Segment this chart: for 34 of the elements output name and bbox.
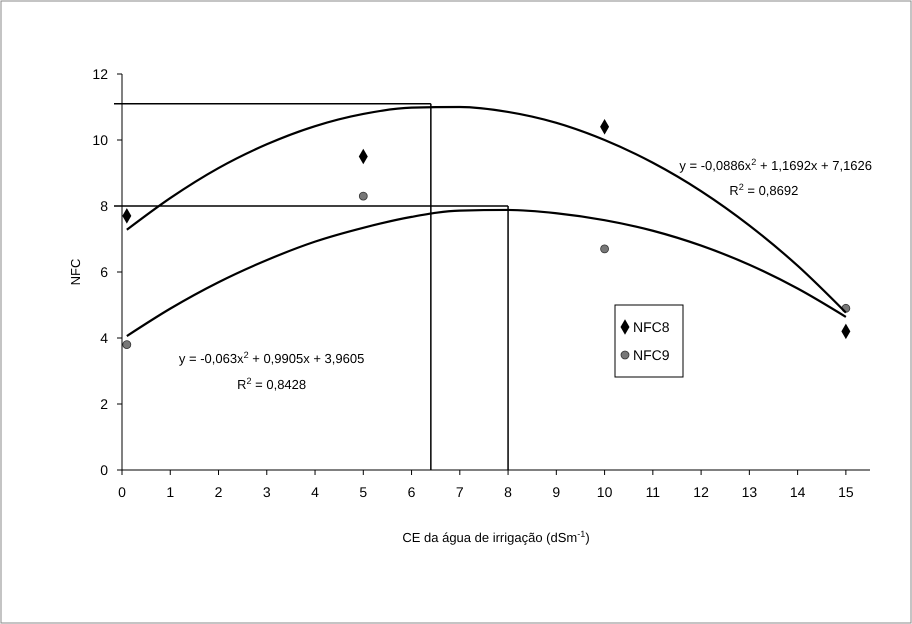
y-tick-label: 10 <box>92 132 108 148</box>
y-tick-label: 12 <box>92 66 108 82</box>
x-tick-label: 15 <box>838 484 854 500</box>
x-tick-label: 5 <box>359 484 368 500</box>
point <box>600 244 609 254</box>
annotation: y = -0,0886x$^{2}$ + 1,1692x + 7,1626 <box>679 157 872 173</box>
legend-label: NFC9 <box>633 347 670 363</box>
y-tick-label: 6 <box>100 264 108 280</box>
x-tick-label: 7 <box>456 484 464 500</box>
x-tick-label: 3 <box>262 484 271 500</box>
legend-label: NFC8 <box>633 319 670 335</box>
point <box>122 340 132 349</box>
y-axis-title: NFC <box>68 258 83 286</box>
annotation: R$^{2}$ = 0,8428 <box>237 376 306 392</box>
x-tick-label: 4 <box>311 484 320 500</box>
y-tick-label: 8 <box>100 198 108 214</box>
x-tick-label: 12 <box>693 484 710 500</box>
x-tick-label: 11 <box>646 484 660 500</box>
point <box>358 192 368 200</box>
x-tick-label: 8 <box>504 484 512 500</box>
x-tick-label: 1 <box>166 484 174 500</box>
y-tick-label: 0 <box>100 462 108 478</box>
annotation: y = -0,063x$^{2}$ + 0,9905x + 3,9605 <box>178 350 364 366</box>
y-tick-label: 4 <box>100 330 108 346</box>
x-tick-label: 9 <box>552 484 560 500</box>
x-tick-label: 10 <box>596 484 613 500</box>
x-tick-label: 6 <box>408 484 416 500</box>
x-tick-label: 14 <box>790 484 806 500</box>
x-tick-label: 13 <box>742 484 758 500</box>
annotation: R$^{2}$ = 0,8692 <box>729 182 798 198</box>
x-tick-label: 2 <box>214 484 223 500</box>
x-tick-label: 0 <box>118 484 126 500</box>
y-tick-label: 2 <box>100 396 108 412</box>
x-axis-title: CE da água de irrigação (dSm$^{-1}$) <box>402 529 590 545</box>
